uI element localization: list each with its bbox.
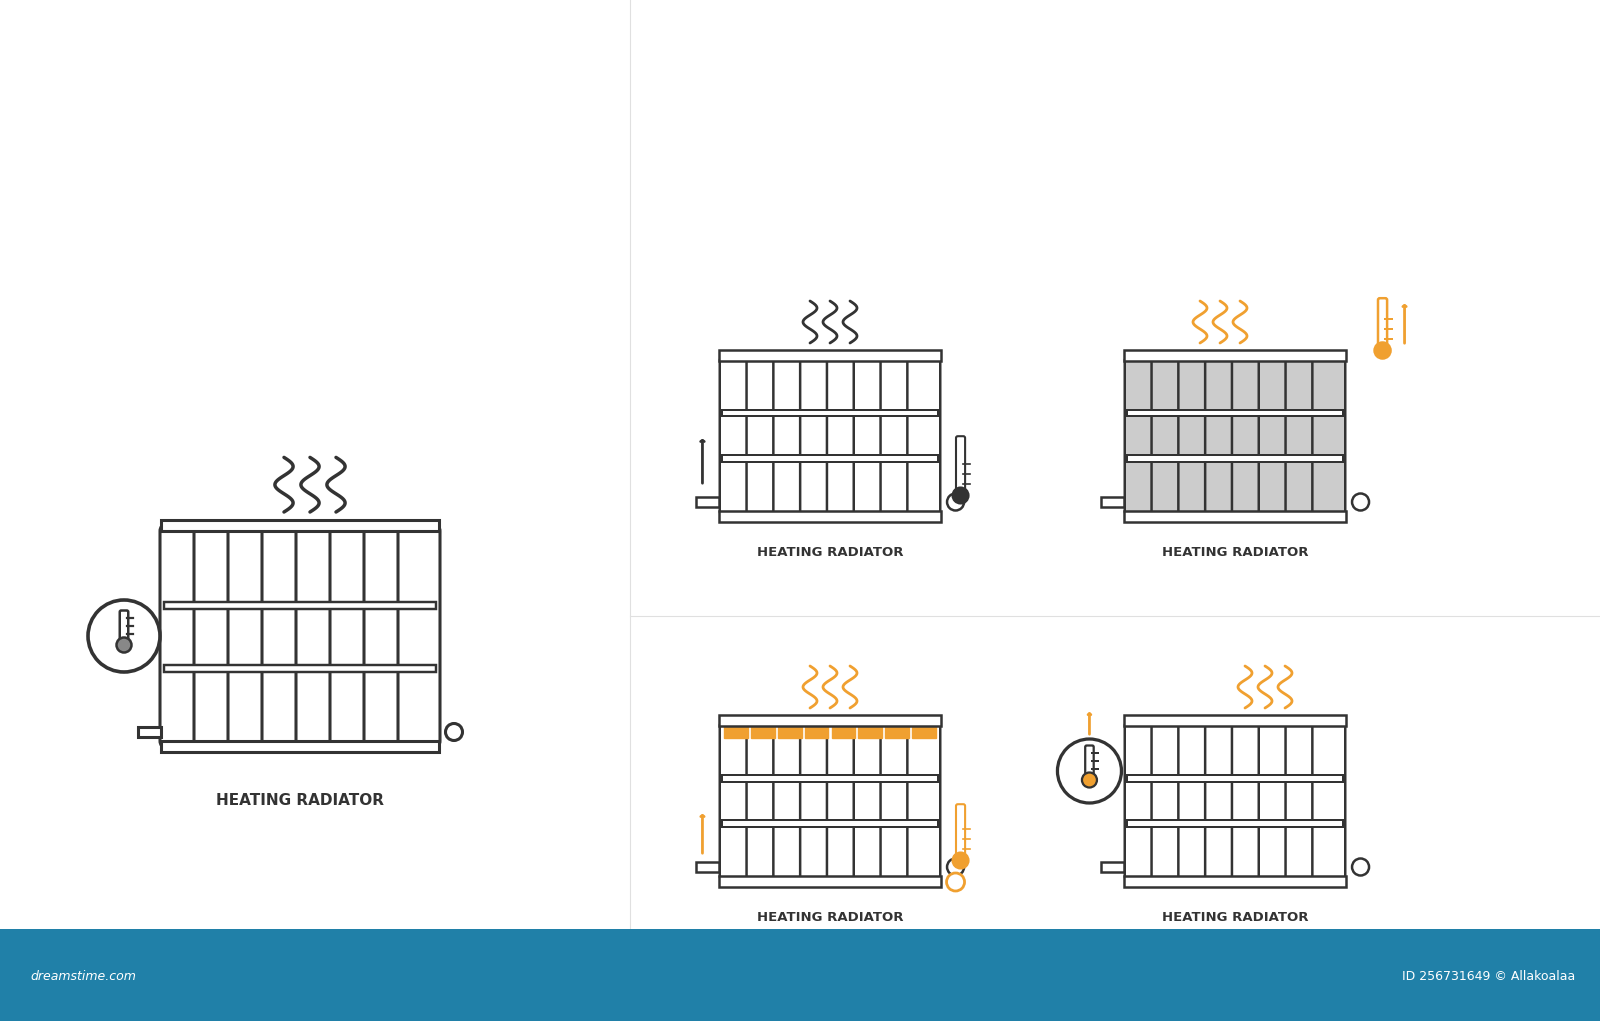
FancyBboxPatch shape [720,721,752,881]
Polygon shape [832,726,854,738]
Bar [696,497,720,507]
Bar [720,715,941,726]
Bar [720,510,941,522]
FancyBboxPatch shape [194,525,237,747]
Text: HEATING RADIATOR: HEATING RADIATOR [1162,546,1309,560]
Circle shape [1352,493,1370,510]
Text: ID 256731649 © Allakoalaa: ID 256731649 © Allakoalaa [1402,970,1574,983]
Circle shape [947,493,965,510]
Bar [1128,775,1342,781]
Bar [162,741,438,752]
FancyBboxPatch shape [827,721,859,881]
Circle shape [947,859,965,875]
Bar [723,455,938,461]
Text: HEATING RADIATOR: HEATING RADIATOR [216,793,384,808]
Polygon shape [859,726,882,738]
FancyBboxPatch shape [1378,298,1387,350]
FancyBboxPatch shape [1312,721,1346,881]
Polygon shape [805,726,829,738]
Bar [1128,820,1342,827]
Circle shape [952,487,968,503]
FancyBboxPatch shape [1152,356,1184,516]
Bar [1101,497,1125,507]
Text: HEATING RADIATOR: HEATING RADIATOR [1162,911,1309,924]
FancyBboxPatch shape [747,356,779,516]
Bar [720,876,941,887]
Bar [723,820,938,827]
Circle shape [88,600,160,672]
FancyBboxPatch shape [880,721,914,881]
FancyBboxPatch shape [1259,356,1291,516]
Circle shape [1352,859,1370,875]
FancyBboxPatch shape [854,356,886,516]
FancyBboxPatch shape [1259,721,1291,881]
Bar [696,862,720,872]
FancyBboxPatch shape [1232,721,1266,881]
FancyBboxPatch shape [1205,721,1238,881]
Text: HEATING RADIATOR: HEATING RADIATOR [757,546,904,560]
Bar [1125,350,1346,361]
FancyBboxPatch shape [227,525,270,747]
FancyBboxPatch shape [1152,721,1184,881]
FancyBboxPatch shape [720,356,752,516]
FancyBboxPatch shape [907,721,941,881]
FancyBboxPatch shape [1285,356,1318,516]
FancyBboxPatch shape [1285,721,1318,881]
FancyBboxPatch shape [955,436,965,495]
Polygon shape [725,726,747,738]
FancyBboxPatch shape [773,721,806,881]
Text: dreamstime.com: dreamstime.com [30,970,136,983]
FancyBboxPatch shape [1205,356,1238,516]
Bar [1128,410,1342,417]
FancyBboxPatch shape [296,525,338,747]
FancyBboxPatch shape [747,721,779,881]
Circle shape [445,724,462,740]
Bar [1125,715,1346,726]
FancyBboxPatch shape [955,805,965,860]
FancyBboxPatch shape [1125,356,1158,516]
Bar [1101,862,1125,872]
Bar [1128,455,1342,461]
Bar [165,666,435,672]
Bar [165,602,435,609]
FancyBboxPatch shape [800,721,834,881]
Circle shape [117,637,131,652]
Bar [1125,876,1346,887]
FancyBboxPatch shape [1125,721,1158,881]
FancyBboxPatch shape [854,721,886,881]
FancyBboxPatch shape [1232,356,1266,516]
Bar [162,520,438,531]
Polygon shape [912,726,936,738]
FancyBboxPatch shape [365,525,406,747]
FancyBboxPatch shape [1178,721,1211,881]
Bar [720,350,941,361]
Polygon shape [885,726,909,738]
Text: HEATING RADIATOR: HEATING RADIATOR [757,911,904,924]
Bar [138,727,162,737]
Circle shape [1374,342,1390,358]
Circle shape [952,853,968,869]
Circle shape [1082,773,1098,787]
FancyBboxPatch shape [800,356,834,516]
Bar [0,929,1600,1021]
FancyBboxPatch shape [773,356,806,516]
Bar [1125,510,1346,522]
FancyBboxPatch shape [907,356,941,516]
FancyBboxPatch shape [262,525,304,747]
FancyBboxPatch shape [398,525,440,747]
Bar [723,775,938,781]
Bar [723,410,938,417]
FancyBboxPatch shape [880,356,914,516]
FancyBboxPatch shape [827,356,859,516]
Polygon shape [778,726,802,738]
FancyBboxPatch shape [1312,356,1346,516]
FancyBboxPatch shape [120,611,128,641]
Polygon shape [752,726,774,738]
Circle shape [947,873,965,891]
FancyBboxPatch shape [160,525,202,747]
FancyBboxPatch shape [330,525,371,747]
FancyBboxPatch shape [1178,356,1211,516]
FancyBboxPatch shape [1085,745,1094,777]
Circle shape [1058,739,1122,803]
